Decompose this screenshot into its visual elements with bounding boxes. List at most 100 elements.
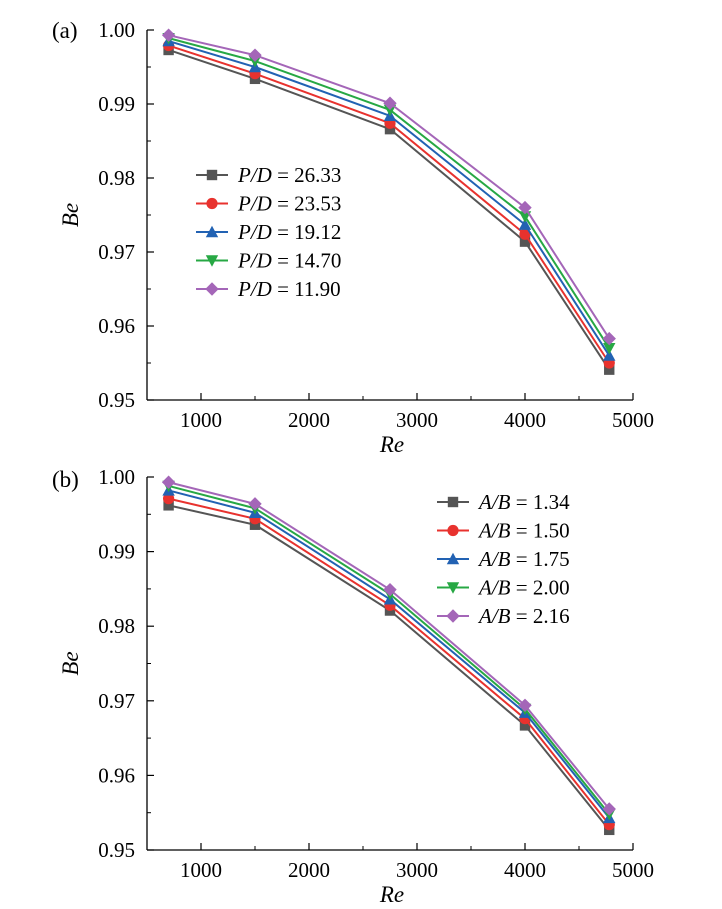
- x-tick-label: 4000: [504, 408, 546, 432]
- data-point: [248, 48, 262, 62]
- data-point: [518, 698, 532, 712]
- legend-equals: =: [272, 163, 294, 187]
- x-tick-label: 4000: [504, 858, 546, 882]
- data-point: [163, 500, 174, 511]
- legend-variable: P/D: [237, 220, 272, 244]
- x-tick-label: 2000: [288, 858, 330, 882]
- legend-item: A/B = 1.50: [437, 519, 570, 543]
- series-line: [168, 44, 611, 364]
- panel-a-chart: 0.95 0.96 0.97 0.98 0.99 1.00 1000 2000 3000 4000…: [52, 18, 654, 457]
- legend-variable: P/D: [237, 249, 272, 273]
- legend-equals: =: [511, 490, 533, 514]
- y-tick-label: 0.99: [98, 92, 135, 116]
- data-point: [384, 123, 396, 135]
- legend-item: A/B = 1.34: [437, 490, 570, 514]
- legend-marker: [446, 552, 460, 565]
- data-point: [248, 497, 262, 511]
- y-tick-label: 0.98: [98, 166, 135, 190]
- x-tick-label: 3000: [396, 858, 438, 882]
- legend-variable: A/B: [477, 490, 511, 514]
- y-tick-label: 0.96: [98, 314, 135, 338]
- legend-label: P/D = 14.70: [237, 249, 341, 273]
- series-5: [161, 475, 616, 816]
- data-point: [161, 28, 176, 42]
- data-point: [603, 349, 616, 361]
- series-3: [162, 34, 616, 361]
- legend-variable: A/B: [477, 547, 511, 571]
- legend-variable: A/B: [477, 519, 511, 543]
- legend-equals: =: [511, 604, 533, 628]
- legend-marker: [447, 524, 459, 537]
- series-1: [163, 44, 615, 375]
- x-tick-label: 2000: [288, 408, 330, 432]
- legend-label: A/B = 2.16: [477, 604, 570, 628]
- data-point: [602, 802, 616, 816]
- data-point: [604, 364, 615, 375]
- legend-value: 19.12: [294, 220, 341, 244]
- legend-item: P/D = 26.33: [196, 163, 341, 187]
- legend-equals: =: [511, 547, 533, 571]
- data-point: [518, 218, 532, 230]
- series-line: [168, 37, 611, 349]
- data-point: [519, 236, 531, 247]
- x-axis-title: Re: [379, 882, 404, 907]
- legend-value: 1.75: [533, 547, 570, 571]
- legend-value: 2.00: [533, 576, 570, 600]
- data-point: [603, 343, 616, 355]
- legend-label: P/D = 23.53: [237, 192, 341, 216]
- legend-value: 1.50: [533, 519, 570, 543]
- legend-equals: =: [511, 519, 533, 543]
- y-tick-label: 0.97: [98, 240, 135, 264]
- legend-value: 11.90: [294, 277, 340, 301]
- series-2: [163, 493, 615, 831]
- legend-item: P/D = 19.12: [196, 220, 341, 244]
- panel-label: (a): [52, 18, 78, 43]
- legend-item: A/B = 1.75: [437, 547, 570, 571]
- legend-marker: [206, 169, 218, 181]
- legend-label: A/B = 1.34: [477, 490, 570, 514]
- panel-label: (b): [52, 467, 79, 492]
- series-5: [161, 28, 616, 346]
- y-tick-label: 0.96: [98, 763, 135, 787]
- x-tick-label: 1000: [180, 408, 222, 432]
- data-point: [161, 475, 176, 489]
- series-line: [168, 34, 611, 340]
- y-tick-label: 0.97: [98, 689, 135, 713]
- legend-label: P/D = 19.12: [237, 220, 341, 244]
- data-point: [519, 720, 531, 731]
- legend-marker: [206, 197, 218, 210]
- legend: A/B = 1.34A/B = 1.50A/B = 1.75A/B = 2.00…: [437, 490, 570, 628]
- y-tick-label: 0.98: [98, 614, 135, 638]
- legend-marker: [205, 282, 219, 296]
- legend-marker: [447, 496, 459, 508]
- y-tick-label: 0.95: [98, 838, 135, 862]
- legend-equals: =: [272, 220, 294, 244]
- legend-value: 14.70: [294, 249, 341, 273]
- legend: P/D = 26.33P/D = 23.53P/D = 19.12P/D = 1…: [196, 163, 341, 301]
- legend-equals: =: [272, 192, 294, 216]
- legend-label: P/D = 26.33: [237, 163, 341, 187]
- x-axis-title: Re: [379, 432, 404, 457]
- y-axis-title: Be: [58, 203, 83, 227]
- legend-variable: P/D: [237, 163, 272, 187]
- series-2: [163, 39, 615, 369]
- legend-equals: =: [272, 249, 294, 273]
- legend-marker: [205, 255, 219, 267]
- data-point: [163, 493, 175, 505]
- legend-value: 26.33: [294, 163, 341, 187]
- y-tick-label: 1.00: [98, 465, 135, 489]
- legend-marker: [446, 582, 460, 594]
- legend-item: P/D = 23.53: [196, 192, 341, 216]
- legend-value: 23.53: [294, 192, 341, 216]
- legend-label: P/D = 11.90: [237, 277, 341, 301]
- x-tick-label: 1000: [180, 858, 222, 882]
- legend-item: P/D = 14.70: [196, 249, 341, 273]
- legend-item: A/B = 2.00: [437, 576, 570, 600]
- legend-equals: =: [272, 277, 294, 301]
- y-axis-title: Be: [58, 651, 83, 675]
- y-tick-label: 0.99: [98, 540, 135, 564]
- x-tick-label: 5000: [612, 408, 654, 432]
- legend-variable: A/B: [477, 576, 511, 600]
- x-tick-label: 5000: [612, 858, 654, 882]
